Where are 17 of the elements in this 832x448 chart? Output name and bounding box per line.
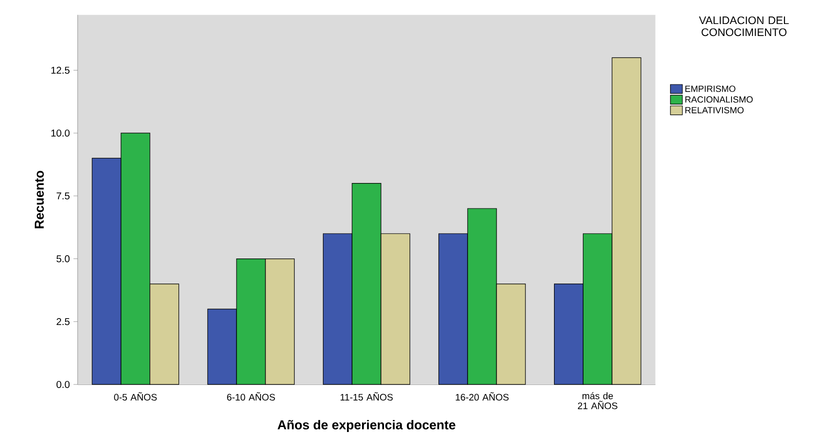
x-tick-label: 16-20 AÑOS bbox=[456, 392, 509, 400]
y-tick-label: 10.0 bbox=[51, 129, 70, 136]
x-tick-label: 11-15 AÑOS bbox=[340, 392, 393, 400]
legend-title: VALIDACION DEL CONOCIMIENTO bbox=[698, 16, 789, 36]
y-tick-label: 0.0 bbox=[56, 380, 70, 388]
y-tick-label: 5.0 bbox=[56, 255, 70, 262]
y-axis-title: Recuento bbox=[34, 170, 44, 228]
legend-label: RELATIVISMO bbox=[685, 106, 744, 114]
legend-label: EMPIRISMO bbox=[685, 86, 736, 92]
y-tick-label: 2.5 bbox=[56, 318, 70, 326]
x-tick-label: 0-5 AÑOS bbox=[114, 392, 157, 400]
legend-label: RACIONALISMO bbox=[685, 96, 753, 103]
y-tick-label: 12.5 bbox=[51, 66, 70, 74]
y-tick-label: 7.5 bbox=[56, 192, 70, 200]
x-tick-label: 6-10 AÑOS bbox=[227, 392, 275, 400]
x-tick-label: más de 21 AÑOS bbox=[578, 392, 618, 410]
x-axis-title: Años de experiencia docente bbox=[278, 420, 456, 432]
